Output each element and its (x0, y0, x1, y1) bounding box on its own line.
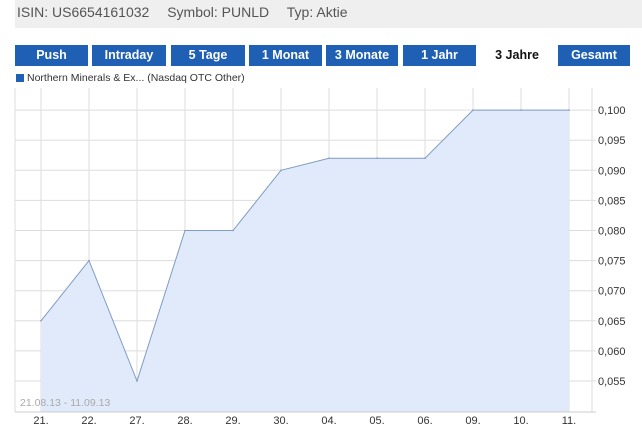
x-tick-label: 05. (369, 415, 384, 427)
y-tick-label: 0,080 (598, 226, 626, 238)
tab-1-monat[interactable]: 1 Monat (249, 45, 322, 66)
y-tick-label: 0,060 (598, 346, 626, 358)
x-tick-label: 29. (225, 415, 240, 427)
tab-intraday[interactable]: Intraday (92, 45, 166, 66)
data-point (232, 229, 234, 232)
y-tick-label: 0,065 (598, 316, 626, 328)
x-tick-label: 09. (465, 415, 480, 427)
tab-3-jahre[interactable]: 3 Jahre (481, 45, 553, 66)
data-point (472, 109, 474, 111)
y-tick-label: 0,075 (598, 256, 626, 268)
security-info-bar: ISIN: US6654161032 Symbol: PUNLD Typ: Ak… (15, 0, 642, 28)
x-tick-label: 04. (321, 415, 336, 427)
y-tick-label: 0,095 (598, 135, 626, 147)
y-tick-label: 0,085 (598, 195, 626, 207)
data-point (136, 380, 138, 382)
legend-label: Northern Minerals & Ex... (Nasdaq OTC Ot… (27, 72, 245, 84)
data-point (568, 109, 570, 111)
data-point (184, 229, 186, 232)
y-tick-label: 0,100 (598, 105, 626, 117)
x-tick-label: 22. (81, 415, 96, 427)
tab-3-monate[interactable]: 3 Monate (326, 45, 398, 66)
x-tick-label: 10. (513, 415, 528, 427)
symbol: Symbol: PUNLD (167, 4, 270, 20)
data-point (376, 157, 378, 160)
data-point (280, 169, 282, 172)
data-point (328, 157, 330, 160)
x-tick-label: 21. (33, 415, 48, 427)
x-tick-label: 06. (417, 415, 432, 427)
tab-5-tage[interactable]: 5 Tage (171, 45, 245, 66)
y-tick-label: 0,070 (598, 286, 626, 298)
isin: ISIN: US6654161032 (17, 4, 150, 20)
data-point (520, 109, 522, 111)
price-area (41, 110, 569, 412)
price-line (40, 109, 569, 383)
chart-legend: Northern Minerals & Ex... (Nasdaq OTC Ot… (16, 72, 245, 84)
y-tick-label: 0,055 (598, 376, 626, 388)
x-tick-label: 28. (177, 415, 192, 427)
date-range-label: 21.08.13 - 11.09.13 (20, 397, 110, 409)
data-point (424, 157, 426, 160)
y-tick-label: 0,090 (598, 165, 626, 177)
x-tick-label: 11. (562, 415, 576, 427)
data-point (88, 259, 90, 262)
x-tick-label: 27. (129, 415, 144, 427)
tab-push[interactable]: Push (15, 45, 88, 66)
tab-gesamt[interactable]: Gesamt (558, 45, 630, 66)
data-point (40, 320, 42, 322)
x-tick-label: 30. (273, 415, 288, 427)
security-type: Typ: Aktie (286, 4, 348, 20)
legend-swatch (16, 74, 24, 82)
tab-1-jahr[interactable]: 1 Jahr (403, 45, 476, 66)
